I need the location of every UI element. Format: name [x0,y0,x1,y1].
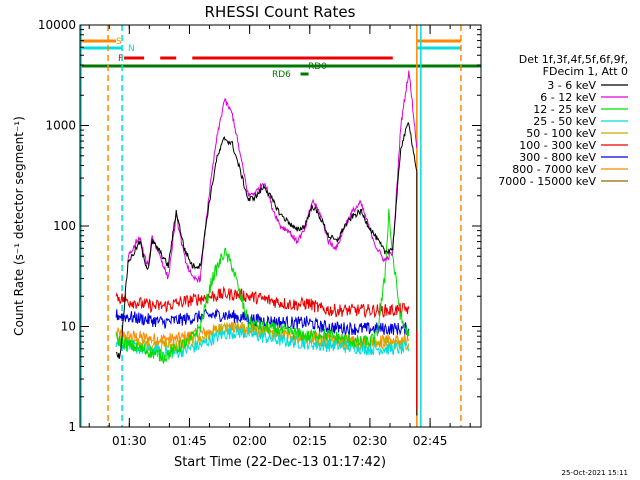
x-axis-ticks: 01:30 01:45 02:00 02:15 02:30 02:45 [88,25,471,448]
x-tick-label: 02:15 [292,434,327,448]
legend-entry-label: 12 - 25 keV [533,103,596,116]
legend-header: Det 1f,3f,4f,5f,6f,9f, [519,53,628,66]
chart-title: RHESSI Count Rates [205,3,356,21]
x-tick-label: 02:45 [413,434,448,448]
flag-label-s: S [116,37,122,47]
legend-entry-label: 800 - 7000 keV [512,163,596,176]
legend: Det 1f,3f,4f,5f,6f,9f,FDecim 1, Att 03 -… [498,53,628,188]
series-line-5 [115,285,410,319]
legend-entry-label: 50 - 100 keV [526,127,596,140]
flag-label-rd0: RD0 [308,62,327,72]
x-tick-label: 01:45 [172,434,207,448]
vertical-markers [80,25,462,427]
series-line-0 [115,121,418,359]
x-tick-label: 02:00 [232,434,267,448]
x-tick-label: 01:30 [112,434,147,448]
y-axis-label: Count Rate (s⁻¹ detector segment⁻¹) [12,116,26,336]
y-tick-label: 1000 [45,119,76,133]
legend-entry-label: 300 - 800 keV [519,151,596,164]
y-axis-ticks: 1 10 100 1000 10000 [38,18,481,434]
legend-entry-label: 25 - 50 keV [533,115,596,128]
footer-timestamp: 25-Oct-2021 15:11 [562,469,628,477]
y-tick-label: 10000 [38,18,76,32]
attenuator-flags: SNF RD0 RD6 [81,37,481,80]
legend-entry-label: 3 - 6 keV [547,79,596,92]
series-lines [115,70,418,416]
x-tick-label: 02:30 [353,434,388,448]
series-line-2 [115,208,410,365]
flag-label-rd6: RD6 [272,70,291,80]
legend-entry-label: 100 - 300 keV [519,139,596,152]
series-line-1 [127,70,418,284]
legend-entry-label: 7000 - 15000 keV [498,175,596,188]
flag-label-f: F [118,54,123,64]
x-axis-label: Start Time (22-Dec-13 01:17:42) [174,455,386,470]
y-tick-label: 1 [68,420,76,434]
legend-header: FDecim 1, Att 0 [543,65,628,78]
y-tick-label: 10 [61,320,76,334]
y-tick-label: 100 [53,219,76,233]
legend-entry-label: 6 - 12 keV [540,91,596,104]
flag-label-n: N [128,44,135,54]
